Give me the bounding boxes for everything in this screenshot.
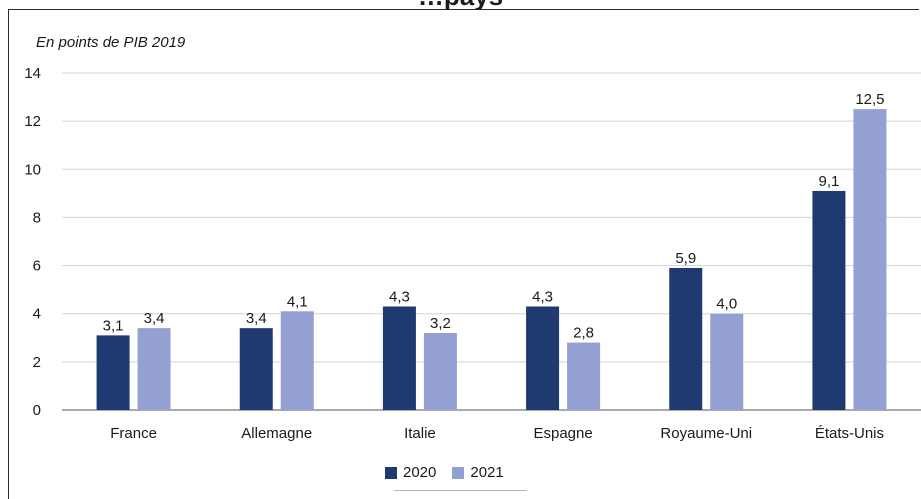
x-category-label: Royaume-Uni — [660, 425, 752, 442]
x-category-label: Italie — [404, 425, 436, 442]
bar-2020 — [382, 306, 416, 410]
bar-2020 — [526, 306, 560, 410]
data-label: 3,2 — [430, 315, 451, 332]
x-category-label: États-Unis — [815, 425, 884, 442]
bar-2021 — [567, 342, 601, 410]
legend-item-2021: 2021 — [452, 464, 504, 481]
legend-underline — [394, 490, 527, 491]
legend-swatch-2020 — [385, 466, 397, 479]
data-label: 9,1 — [818, 173, 839, 190]
data-label: 3,4 — [144, 310, 165, 327]
unit-label: En points de PIB 2019 — [36, 34, 186, 51]
x-category-label: Espagne — [533, 425, 592, 442]
legend-label-2020: 2020 — [403, 464, 437, 481]
bar-2020 — [239, 328, 273, 410]
legend: 2020 2021 — [385, 464, 520, 481]
data-label: 4,0 — [716, 296, 737, 313]
data-label: 3,1 — [103, 317, 124, 334]
y-tick-label: 14 — [24, 65, 41, 82]
x-category-label: France — [110, 425, 157, 442]
y-tick-label: 2 — [33, 354, 41, 371]
data-label: 4,3 — [389, 288, 410, 305]
legend-item-2020: 2020 — [385, 464, 436, 481]
y-tick-label: 6 — [33, 258, 41, 275]
chart-frame — [8, 9, 919, 499]
y-tick-label: 12 — [24, 113, 41, 130]
bar-2021 — [137, 328, 171, 410]
bar-2021 — [280, 311, 314, 410]
y-tick-label: 8 — [33, 209, 41, 226]
y-tick-label: 0 — [33, 402, 41, 419]
data-label: 5,9 — [675, 250, 696, 267]
bar-2020 — [669, 267, 703, 410]
x-category-label: Allemagne — [241, 425, 312, 442]
data-label: 2,8 — [573, 325, 594, 342]
data-label: 3,4 — [246, 310, 267, 327]
y-tick-label: 10 — [24, 161, 41, 178]
legend-swatch-2021 — [452, 466, 465, 479]
bar-2020 — [812, 190, 846, 410]
data-label: 4,1 — [287, 293, 308, 310]
y-tick-label: 4 — [33, 306, 41, 323]
bar-2021 — [710, 313, 744, 410]
bar-2021 — [423, 332, 457, 410]
chart-title-fragment: …pays — [0, 0, 921, 10]
data-label: 12,5 — [855, 91, 884, 108]
bar-2020 — [96, 335, 130, 410]
legend-label-2021: 2021 — [470, 464, 504, 481]
data-label: 4,3 — [532, 288, 553, 305]
bar-2021 — [853, 109, 887, 410]
